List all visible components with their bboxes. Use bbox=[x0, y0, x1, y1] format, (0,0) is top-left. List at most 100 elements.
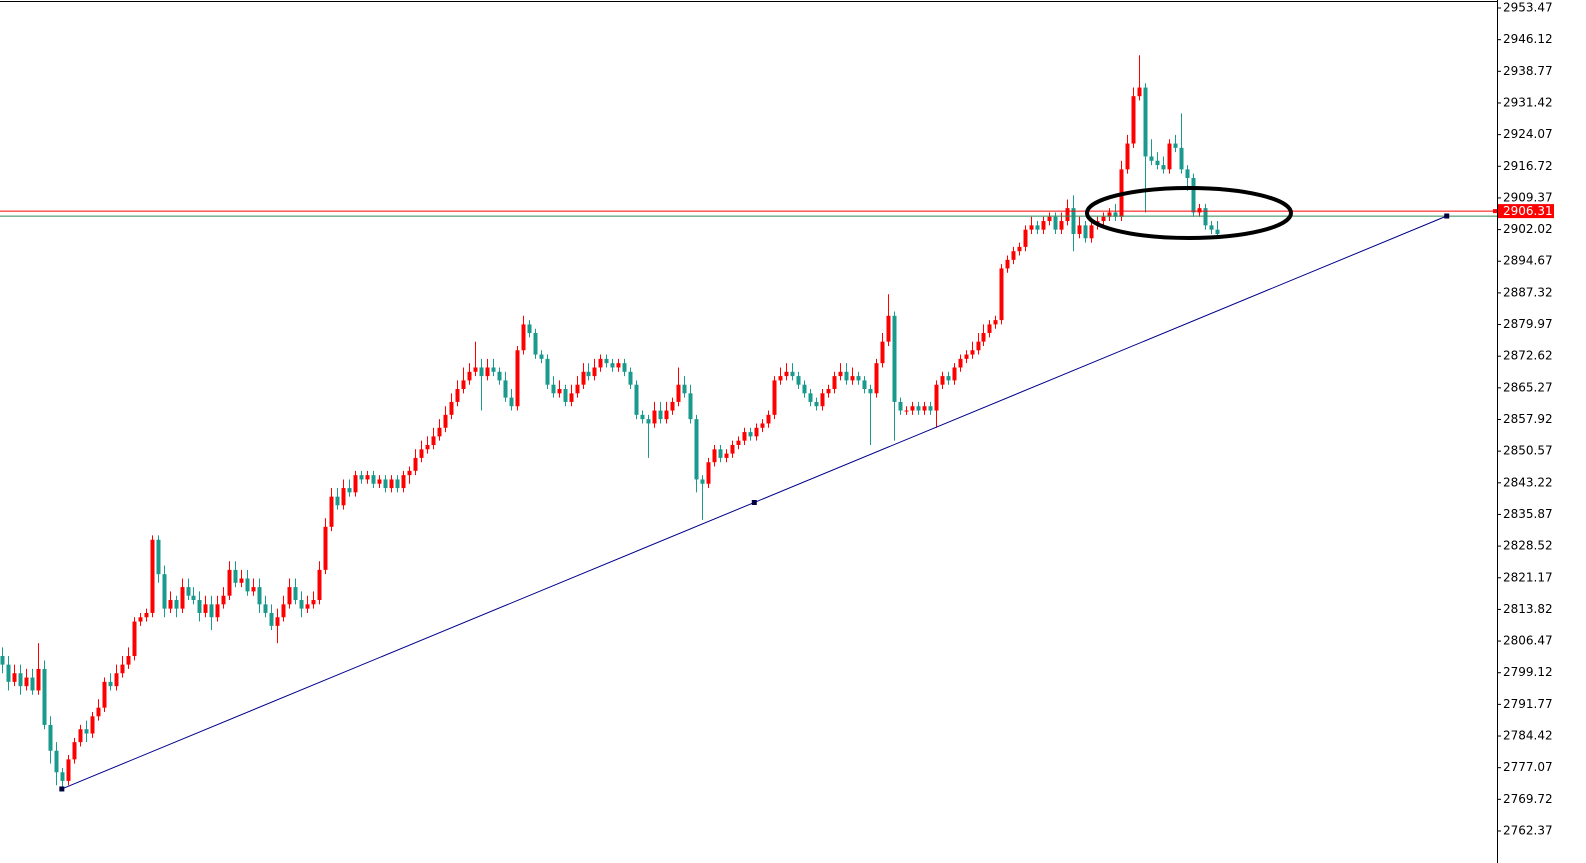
candle-body bbox=[1155, 160, 1160, 166]
candle-body bbox=[186, 587, 191, 596]
candle-body bbox=[652, 410, 657, 424]
y-tick-label: 2835.87 bbox=[1503, 507, 1553, 521]
candle-body bbox=[1191, 177, 1196, 213]
candle-body bbox=[736, 440, 741, 445]
candle-body bbox=[545, 358, 550, 385]
candle-body bbox=[616, 363, 621, 368]
candle-body bbox=[150, 539, 155, 613]
candle-body bbox=[598, 358, 603, 368]
y-tick-label: 2916.72 bbox=[1503, 159, 1553, 173]
candle-body bbox=[820, 393, 825, 407]
candle-body bbox=[880, 341, 885, 364]
candle-body bbox=[449, 401, 454, 415]
candle-body bbox=[760, 423, 765, 428]
candle-body bbox=[305, 604, 310, 609]
candle-body bbox=[311, 600, 316, 605]
candle-body bbox=[557, 389, 562, 394]
y-tick-label: 2806.47 bbox=[1503, 634, 1553, 648]
y-tick-label: 2777.07 bbox=[1503, 760, 1553, 774]
candle-body bbox=[970, 350, 975, 355]
candle-body bbox=[682, 384, 687, 394]
candle-body bbox=[604, 358, 609, 364]
candle-body bbox=[515, 350, 520, 407]
candle-body bbox=[712, 449, 717, 463]
y-tick-label: 2791.77 bbox=[1503, 697, 1553, 711]
bid-tag bbox=[1498, 204, 1554, 219]
candle-body bbox=[551, 384, 556, 394]
candle-body bbox=[60, 772, 65, 781]
candle-body bbox=[796, 376, 801, 385]
candle-body bbox=[742, 432, 747, 441]
candle-body bbox=[239, 578, 244, 583]
candle-body bbox=[1053, 216, 1058, 230]
candle-body bbox=[473, 367, 478, 372]
candle-body bbox=[533, 333, 538, 355]
candle-body bbox=[467, 371, 472, 381]
candle-body bbox=[1173, 143, 1178, 148]
y-tick-label: 2865.27 bbox=[1503, 380, 1553, 394]
candle-body bbox=[389, 479, 394, 489]
candle-body bbox=[36, 668, 41, 691]
candle-body bbox=[910, 406, 915, 411]
candle-body bbox=[993, 320, 998, 325]
y-tick-label: 2931.42 bbox=[1503, 95, 1553, 109]
candle-body bbox=[18, 673, 23, 687]
candle-body bbox=[1065, 208, 1070, 222]
candle-body bbox=[431, 436, 436, 445]
candle-body bbox=[197, 600, 202, 613]
y-tick-label: 2799.12 bbox=[1503, 665, 1553, 679]
candle-body bbox=[940, 376, 945, 385]
price-axis: 2953.47 2946.12 2938.77 2931.42 2924.07 2916.… bbox=[1493, 1, 1554, 837]
candle-body bbox=[688, 393, 693, 420]
candle-body bbox=[347, 488, 352, 493]
candle-body bbox=[407, 470, 412, 476]
candle-body bbox=[934, 384, 939, 411]
candle-body bbox=[868, 389, 873, 394]
candle-body bbox=[730, 444, 735, 454]
candle-body bbox=[856, 376, 861, 381]
candle-body bbox=[287, 587, 292, 605]
candle-body bbox=[1161, 165, 1166, 170]
candle-body bbox=[928, 406, 933, 411]
candle-body bbox=[162, 574, 167, 609]
candle-body bbox=[976, 341, 981, 351]
candle-body bbox=[832, 376, 837, 390]
candle-body bbox=[784, 371, 789, 377]
candle-body bbox=[168, 600, 173, 609]
bid-tag-marker bbox=[1493, 209, 1497, 214]
candle-body bbox=[281, 604, 286, 618]
candle-body bbox=[1113, 212, 1118, 217]
candle-body bbox=[180, 587, 185, 609]
candle-body bbox=[66, 759, 71, 781]
candle-body bbox=[1137, 87, 1142, 97]
candle-body bbox=[904, 410, 909, 412]
candle-body bbox=[634, 384, 639, 415]
candle-body bbox=[772, 380, 777, 415]
y-tick-label: 2872.62 bbox=[1503, 349, 1553, 363]
candle-body bbox=[299, 600, 304, 609]
candle-body bbox=[670, 401, 675, 411]
candle-body bbox=[90, 716, 95, 734]
candle-body bbox=[233, 569, 238, 583]
y-tick-label: 2843.22 bbox=[1503, 475, 1553, 489]
candle-body bbox=[491, 367, 496, 372]
candle-body bbox=[563, 389, 568, 402]
candle-body bbox=[1209, 225, 1214, 230]
candle-body bbox=[401, 475, 406, 489]
candle-body bbox=[114, 673, 119, 687]
candle-body bbox=[341, 488, 346, 506]
trendline-handle bbox=[1444, 213, 1450, 219]
candle-body bbox=[1143, 87, 1148, 157]
candle-body bbox=[1185, 169, 1190, 178]
candle-body bbox=[664, 410, 669, 420]
candle-body bbox=[269, 612, 274, 626]
y-tick-label: 2894.67 bbox=[1503, 254, 1553, 268]
candle-body bbox=[1179, 147, 1184, 170]
candle-body bbox=[263, 604, 268, 613]
candle-body bbox=[215, 604, 220, 618]
candle-body bbox=[251, 587, 256, 592]
candle-body bbox=[748, 432, 753, 437]
candle-body bbox=[24, 677, 29, 687]
